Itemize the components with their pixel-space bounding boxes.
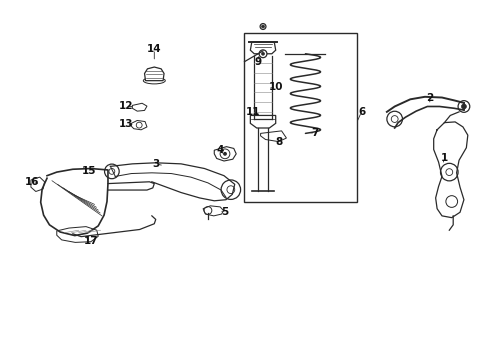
- Text: 17: 17: [83, 236, 98, 246]
- Text: 4: 4: [216, 144, 224, 154]
- Polygon shape: [132, 103, 147, 111]
- Text: 14: 14: [147, 44, 161, 54]
- Circle shape: [226, 186, 234, 194]
- Text: 16: 16: [25, 177, 40, 187]
- Circle shape: [461, 104, 466, 109]
- Text: 9: 9: [254, 57, 261, 67]
- Circle shape: [223, 152, 226, 156]
- Text: 11: 11: [245, 107, 260, 117]
- Circle shape: [261, 25, 264, 28]
- Circle shape: [259, 50, 266, 58]
- Text: 6: 6: [357, 107, 365, 117]
- Text: 1: 1: [440, 153, 447, 163]
- Polygon shape: [57, 226, 98, 242]
- Polygon shape: [144, 67, 163, 81]
- Text: 10: 10: [268, 82, 283, 92]
- Polygon shape: [214, 147, 236, 161]
- Text: 12: 12: [119, 102, 134, 112]
- Text: 15: 15: [82, 166, 97, 176]
- Bar: [244, 33, 356, 202]
- Circle shape: [261, 52, 264, 55]
- Polygon shape: [31, 177, 44, 192]
- Text: 2: 2: [426, 93, 432, 103]
- Text: 7: 7: [311, 129, 318, 138]
- Polygon shape: [260, 131, 286, 141]
- Polygon shape: [250, 42, 275, 54]
- Polygon shape: [250, 116, 275, 128]
- Polygon shape: [131, 121, 147, 130]
- Ellipse shape: [143, 77, 165, 84]
- Polygon shape: [203, 206, 223, 216]
- Text: 8: 8: [274, 138, 282, 147]
- Text: 5: 5: [221, 207, 228, 217]
- Text: 13: 13: [119, 120, 134, 129]
- Text: 3: 3: [152, 159, 159, 169]
